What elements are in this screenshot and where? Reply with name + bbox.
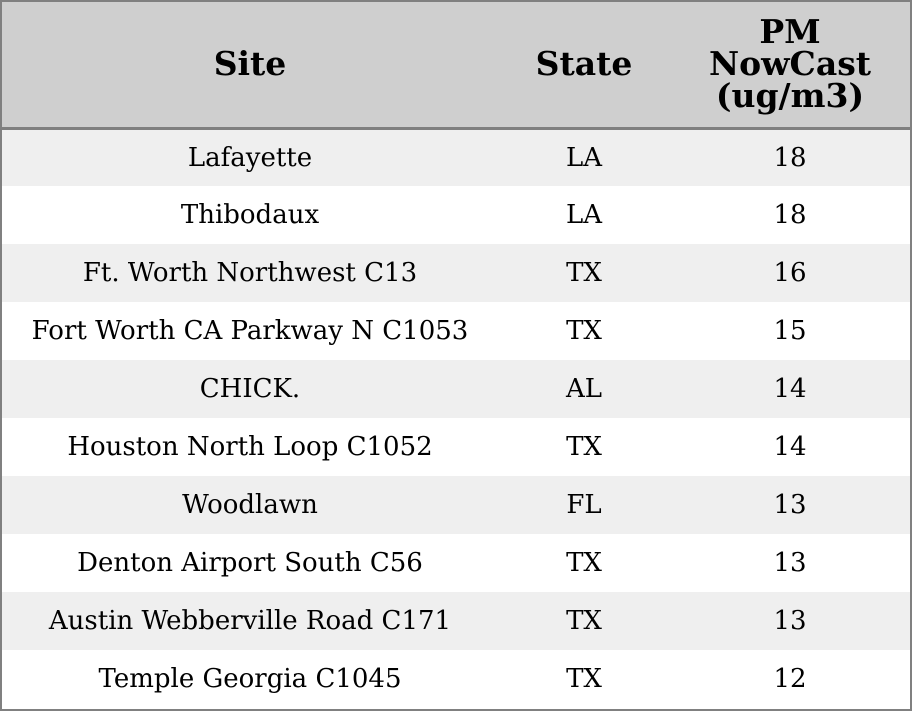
cell-state: LA — [565, 200, 603, 230]
header-pm-line-1: PM — [759, 12, 821, 52]
cell-pm-nowcast: 18 — [773, 142, 807, 173]
table-row: Houston North Loop C1052 TX 14 — [2, 418, 910, 476]
table-row: Thibodaux LA 18 — [2, 186, 910, 244]
header-state-label: State — [535, 44, 633, 84]
header-pm-line-3: (ug/m3) — [715, 76, 865, 116]
cell-site: CHICK. — [199, 374, 301, 404]
cell-state: TX — [566, 432, 602, 462]
table-body: Lafayette LA 18 Thibodaux LA 18 Ft. Worth Nort… — [2, 128, 910, 708]
cell-pm-nowcast: 13 — [773, 490, 807, 520]
cell-pm-nowcast: 14 — [773, 432, 807, 462]
table-row: CHICK. AL 14 — [2, 360, 910, 418]
cell-site: Austin Webberville Road C171 — [48, 606, 452, 636]
cell-pm-nowcast: 12 — [773, 664, 807, 694]
cell-state: AL — [565, 374, 603, 404]
cell-state: TX — [566, 316, 602, 346]
header-pm-nowcast: PM NowCast (ug/m3) — [670, 2, 910, 130]
cell-site: Fort Worth CA Parkway N C1053 — [31, 316, 469, 346]
cell-site: Denton Airport South C56 — [77, 548, 423, 578]
cell-pm-nowcast: 15 — [773, 316, 807, 346]
header-pm-line-2: NowCast — [708, 44, 872, 84]
cell-site: Temple Georgia C1045 — [98, 664, 402, 694]
cell-site: Lafayette — [187, 142, 313, 173]
cell-pm-nowcast: 18 — [773, 200, 807, 230]
table-row: Denton Airport South C56 TX 13 — [2, 534, 910, 592]
cell-state: TX — [566, 664, 602, 694]
cell-site: Woodlawn — [182, 490, 318, 520]
cell-site: Thibodaux — [180, 200, 320, 230]
table-row: Ft. Worth Northwest C13 TX 16 — [2, 244, 910, 302]
header-site: Site — [2, 2, 498, 130]
cell-site: Ft. Worth Northwest C13 — [82, 258, 418, 288]
table-row: Temple Georgia C1045 TX 12 — [2, 650, 910, 708]
table-header: Site State PM NowCast (ug/m3) — [2, 2, 910, 130]
table-row: Austin Webberville Road C171 TX 13 — [2, 592, 910, 650]
header-state: State — [498, 2, 670, 130]
cell-state: FL — [566, 490, 602, 520]
cell-pm-nowcast: 16 — [773, 258, 807, 288]
cell-pm-nowcast: 13 — [773, 548, 807, 578]
cell-pm-nowcast: 13 — [773, 606, 807, 636]
cell-state: TX — [566, 548, 602, 578]
table-row: Fort Worth CA Parkway N C1053 TX 15 — [2, 302, 910, 360]
table-row: Lafayette LA 18 — [2, 128, 910, 186]
header-site-label: Site — [213, 44, 287, 84]
cell-state: TX — [566, 258, 602, 288]
cell-state: LA — [565, 142, 603, 173]
cell-pm-nowcast: 14 — [773, 374, 807, 404]
table-row: Woodlawn FL 13 — [2, 476, 910, 534]
cell-site: Houston North Loop C1052 — [67, 432, 433, 462]
cell-state: TX — [566, 606, 602, 636]
header-row: Site State PM NowCast (ug/m3) — [2, 2, 910, 130]
